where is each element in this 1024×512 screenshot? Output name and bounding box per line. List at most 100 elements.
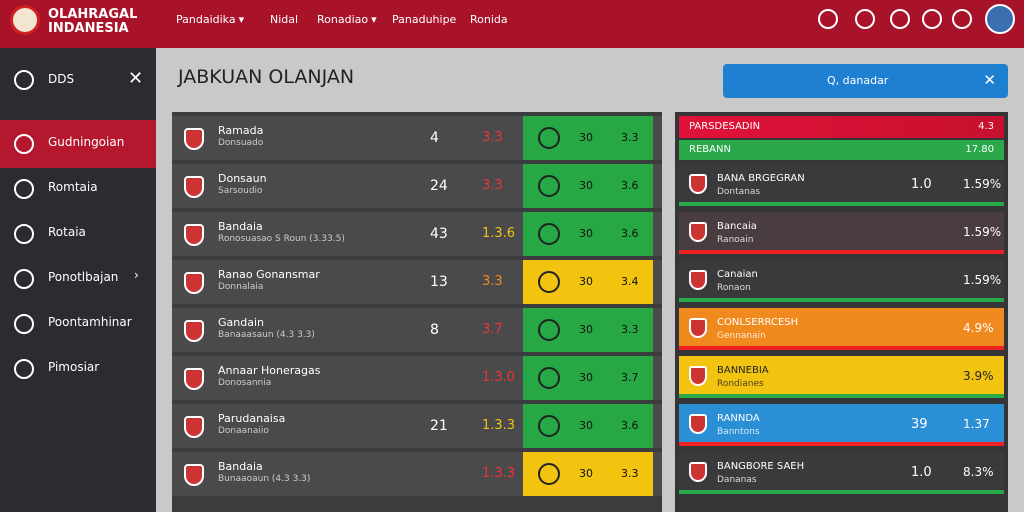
logo[interactable] (10, 5, 40, 35)
team-sub: Bunaaoaun (4.3 3.3) (218, 474, 311, 484)
sidebar-label: Ponotlbajan (48, 270, 119, 284)
icon-button[interactable] (922, 9, 942, 29)
icon-button[interactable] (855, 9, 875, 29)
row-b: 1.59% (963, 273, 1002, 287)
row-badge (689, 414, 707, 434)
match-row[interactable]: Bandaia Bunaaoaun (4.3 3.3) 1.3.3 30 3.3 (172, 452, 662, 496)
team-badge (184, 320, 204, 342)
odds-a: 30 (579, 467, 593, 480)
match-row[interactable]: Parudanaisa Donaanaiio 21 1.3.3 30 3.6 (172, 404, 662, 448)
sidebar: DDS ✕ Gudningoian Romtaia Rotaia Ponotlbaja… (0, 48, 156, 512)
icon-button[interactable] (818, 9, 838, 29)
standings-row[interactable]: BANNEBIA Rondianes 3.9% (679, 356, 1004, 398)
team-sub: Sarsoudio (218, 186, 263, 196)
standings-row[interactable]: CONLSERRCESH Gennanain 4.9% (679, 308, 1004, 350)
team-sub: Donsuado (218, 138, 264, 148)
team-name: Gandain (218, 316, 264, 329)
sidebar-item[interactable]: Ponotlbajan › (0, 255, 156, 303)
match-row[interactable]: Bandaia Ronosuasao S Roun (3.33.5) 43 1.3.6… (172, 212, 662, 256)
nav-item[interactable]: Ronadiao ▾ (317, 13, 377, 26)
odds-b: 3.3 (621, 323, 639, 336)
standings-row[interactable]: BANGBORE SAEH Dananas 1.0 8.3% (679, 452, 1004, 494)
sidebar-item[interactable]: Poontamhinar (0, 300, 156, 348)
team-sub: Donaanaiio (218, 426, 269, 436)
odds-block: 30 3.6 (523, 164, 653, 208)
team-badge (184, 224, 204, 246)
row-name: Bancaia (717, 221, 757, 232)
row-sub: Dontanas (717, 187, 761, 197)
team-name: Annaar Honeragas (218, 364, 321, 377)
sidebar-icon (14, 224, 34, 244)
odds-block: 30 3.3 (523, 308, 653, 352)
row-b: 8.3% (963, 465, 994, 479)
odds-block: 30 3.3 (523, 116, 653, 160)
odds-a: 30 (579, 179, 593, 192)
row-b: 1.59% (963, 225, 1002, 239)
avatar[interactable] (985, 4, 1015, 34)
team-name: Donsaun (218, 172, 267, 185)
odds-block: 30 3.3 (523, 452, 653, 496)
row-sub: Gennanain (717, 331, 766, 341)
standings-row[interactable]: Bancaia Ranoain 1.59% (679, 212, 1004, 254)
nav-caret: ▾ (371, 13, 377, 26)
row-bar (679, 394, 1004, 398)
sidebar-item[interactable]: Romtaia (0, 165, 156, 213)
brand-line: INDANESIA (48, 21, 129, 36)
icon-button[interactable] (890, 9, 910, 29)
odds-block: 30 3.7 (523, 356, 653, 400)
nav-label: Pandaidika (176, 13, 236, 26)
sub-value: 17.80 (965, 144, 994, 155)
row-bar (679, 442, 1004, 446)
row-b: 1.37 (963, 417, 990, 431)
sidebar-icon (14, 134, 34, 154)
nav-item[interactable]: Ronida (470, 13, 508, 26)
match-row[interactable]: Annaar Honeragas Donosannia 1.3.0 30 3.7 (172, 356, 662, 400)
match-row[interactable]: Ranao Gonansmar Donnalaia 13 3.3 30 3.4 (172, 260, 662, 304)
team-sub: Banaaasaun (4.3 3.3) (218, 330, 315, 340)
row-sub: Ranoain (717, 235, 754, 245)
standings-row[interactable]: RANNDA Banntons 39 1.37 (679, 404, 1004, 446)
odds-b: 3.6 (621, 179, 639, 192)
odds-a: 30 (579, 419, 593, 432)
odds-icon (538, 223, 560, 245)
close-button[interactable]: ✕ (128, 68, 144, 89)
top-bar: OLAHRAGAL INDANESIA Pandaidika ▾ Nidal Ronad… (0, 0, 1024, 48)
sidebar-item[interactable]: Pimosiar (0, 345, 156, 393)
icon-button[interactable] (952, 9, 972, 29)
standings-row[interactable]: Canaian Ronaon 1.59% (679, 260, 1004, 302)
odds-b: 3.4 (621, 275, 639, 288)
row-name: CONLSERRCESH (717, 317, 799, 328)
standings-row[interactable]: BANA BRGEGRAN Dontanas 1.0 1.59% (679, 164, 1004, 206)
match-num: 4 (430, 130, 439, 146)
match-num: 24 (430, 178, 448, 194)
match-row[interactable]: Donsaun Sarsoudio 24 3.3 30 3.6 (172, 164, 662, 208)
search-text: Q, danadar (827, 74, 889, 87)
row-badge (689, 270, 707, 290)
sidebar-arrow: › (134, 268, 139, 282)
nav-item[interactable]: Pandaidika ▾ (176, 13, 244, 26)
team-name: Bandaia (218, 460, 263, 473)
sidebar-icon (14, 269, 34, 289)
row-bar (679, 250, 1004, 254)
search-bar[interactable]: Q, danadar ✕ (723, 64, 1008, 98)
match-row[interactable]: Ramada Donsuado 4 3.3 30 3.3 (172, 116, 662, 160)
row-b: 1.59% (963, 177, 1002, 191)
match-row[interactable]: Gandain Banaaasaun (4.3 3.3) 8 3.7 30 3.3 (172, 308, 662, 352)
header-label: PARSDESADIN (689, 121, 761, 132)
nav-item[interactable]: Nidal (270, 13, 298, 26)
match-score: 1.3.3 (482, 418, 516, 433)
sidebar-icon (14, 179, 34, 199)
match-score: 3.3 (482, 130, 503, 145)
sidebar-item[interactable]: Rotaia (0, 210, 156, 258)
nav-item[interactable]: Panaduhipe (392, 13, 456, 26)
row-name: RANNDA (717, 413, 760, 424)
row-badge (689, 462, 707, 482)
row-bar (679, 346, 1004, 350)
sidebar-logo (14, 70, 34, 90)
sidebar-label: Poontamhinar (48, 315, 132, 329)
sidebar-item[interactable]: Gudningoian (0, 120, 156, 168)
row-badge (689, 318, 707, 338)
nav-caret: ▾ (238, 13, 245, 26)
row-badge (689, 174, 707, 194)
